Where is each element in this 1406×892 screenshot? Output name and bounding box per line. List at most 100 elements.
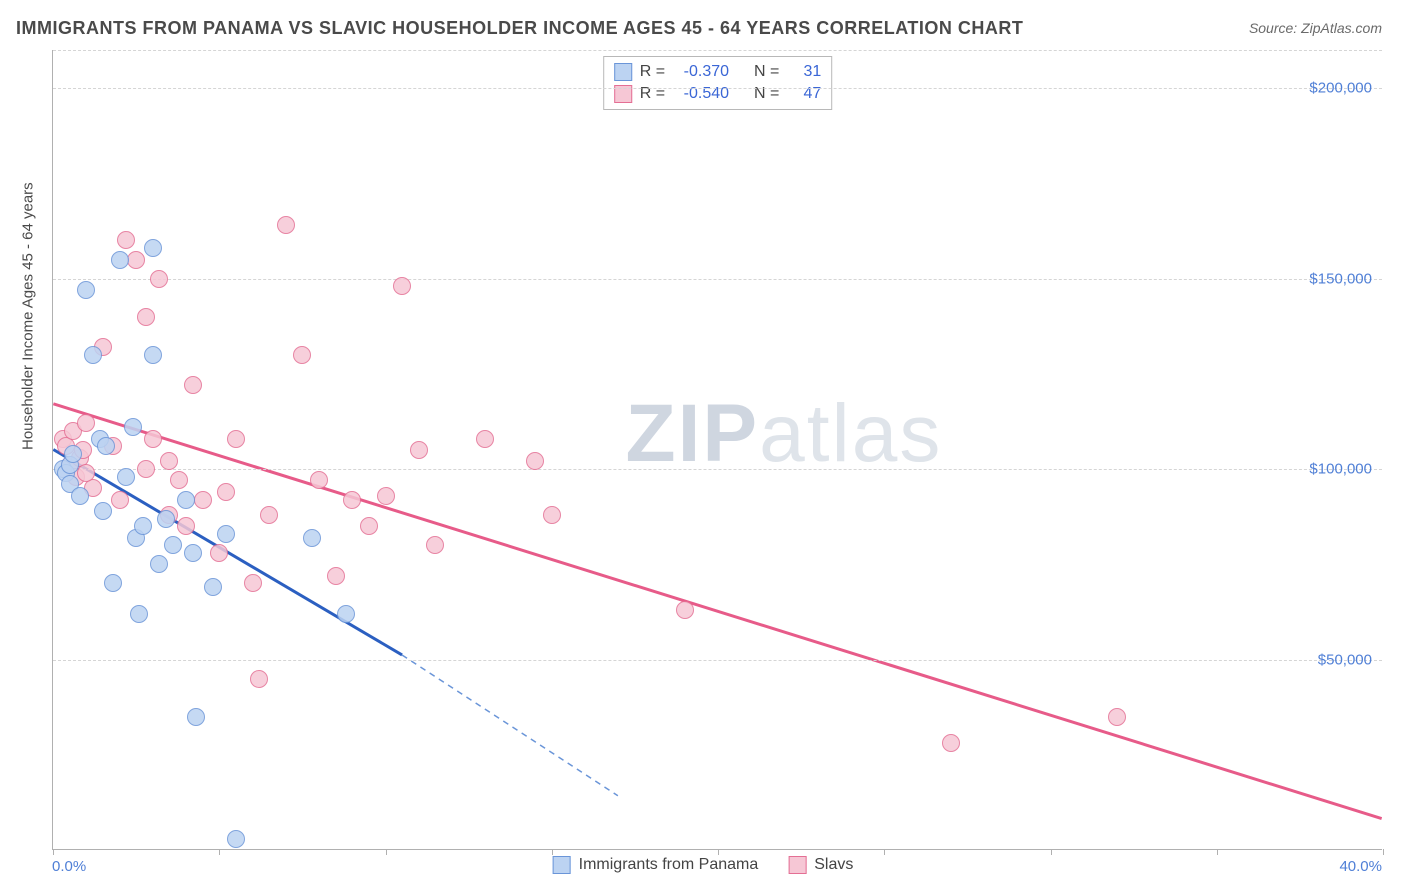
legend-swatch-panama: [553, 856, 571, 874]
correlation-stats-legend: R = -0.370 N = 31R = -0.540 N = 47: [603, 56, 833, 110]
data-point-slavs: [77, 464, 95, 482]
data-point-panama: [130, 605, 148, 623]
data-point-slavs: [942, 734, 960, 752]
r-label: R =: [640, 83, 665, 105]
data-point-slavs: [111, 491, 129, 509]
legend-swatch-slavs: [788, 856, 806, 874]
data-point-slavs: [327, 567, 345, 585]
n-value-panama: 31: [787, 61, 821, 83]
x-tick: [219, 849, 220, 855]
n-value-slavs: 47: [787, 83, 821, 105]
legend-item-slavs: Slavs: [788, 856, 853, 874]
y-axis-label: Householder Income Ages 45 - 64 years: [20, 182, 37, 450]
data-point-slavs: [210, 544, 228, 562]
data-point-panama: [157, 510, 175, 528]
data-point-slavs: [250, 670, 268, 688]
data-point-slavs: [310, 471, 328, 489]
data-point-panama: [97, 437, 115, 455]
data-point-slavs: [184, 376, 202, 394]
x-axis-max-label: 40.0%: [1339, 858, 1382, 875]
data-point-slavs: [360, 517, 378, 535]
data-point-slavs: [144, 430, 162, 448]
scatter-plot-area: ZIPatlas R =-0.370 N =31R =-0.540 N =47 …: [52, 50, 1382, 850]
data-point-slavs: [410, 441, 428, 459]
data-point-panama: [184, 544, 202, 562]
data-point-panama: [204, 578, 222, 596]
data-point-slavs: [137, 308, 155, 326]
data-point-panama: [134, 517, 152, 535]
gridline-h: [53, 279, 1382, 280]
r-label: R =: [640, 61, 665, 83]
data-point-panama: [164, 536, 182, 554]
data-point-slavs: [117, 231, 135, 249]
trend-lines: [53, 50, 1382, 849]
data-point-slavs: [150, 270, 168, 288]
y-tick-label: $50,000: [1318, 651, 1372, 668]
data-point-panama: [144, 346, 162, 364]
watermark: ZIPatlas: [626, 387, 943, 481]
data-point-panama: [124, 418, 142, 436]
data-point-slavs: [137, 460, 155, 478]
data-point-slavs: [343, 491, 361, 509]
x-tick: [1383, 849, 1384, 855]
x-tick: [53, 849, 54, 855]
gridline-h: [53, 660, 1382, 661]
data-point-slavs: [160, 452, 178, 470]
data-point-slavs: [194, 491, 212, 509]
data-point-slavs: [426, 536, 444, 554]
chart-title: IMMIGRANTS FROM PANAMA VS SLAVIC HOUSEHO…: [16, 18, 1023, 39]
source-label: Source:: [1249, 20, 1297, 36]
data-point-slavs: [127, 251, 145, 269]
data-point-panama: [111, 251, 129, 269]
data-point-panama: [77, 281, 95, 299]
legend-swatch-panama: [614, 63, 632, 81]
data-point-panama: [303, 529, 321, 547]
r-value-panama: -0.370: [673, 61, 729, 83]
data-point-panama: [177, 491, 195, 509]
data-point-panama: [337, 605, 355, 623]
source-attribution: Source: ZipAtlas.com: [1249, 20, 1382, 36]
data-point-slavs: [170, 471, 188, 489]
data-point-panama: [217, 525, 235, 543]
data-point-slavs: [676, 601, 694, 619]
legend-label-slavs: Slavs: [814, 856, 853, 874]
r-value-slavs: -0.540: [673, 83, 729, 105]
data-point-slavs: [377, 487, 395, 505]
x-tick: [884, 849, 885, 855]
y-tick-label: $150,000: [1309, 270, 1372, 287]
gridline-h: [53, 469, 1382, 470]
data-point-panama: [64, 445, 82, 463]
watermark-light: atlas: [759, 388, 942, 479]
data-point-slavs: [393, 277, 411, 295]
source-name: ZipAtlas.com: [1301, 20, 1382, 36]
data-point-slavs: [77, 414, 95, 432]
gridline-h: [53, 88, 1382, 89]
data-point-panama: [227, 830, 245, 848]
stats-row-slavs: R = -0.540 N = 47: [614, 83, 822, 105]
data-point-panama: [94, 502, 112, 520]
x-tick: [552, 849, 553, 855]
data-point-slavs: [526, 452, 544, 470]
x-axis-min-label: 0.0%: [52, 858, 86, 875]
data-point-slavs: [1108, 708, 1126, 726]
data-point-slavs: [543, 506, 561, 524]
data-point-panama: [144, 239, 162, 257]
stats-row-panama: R =-0.370 N =31: [614, 61, 822, 83]
data-point-panama: [150, 555, 168, 573]
data-point-slavs: [260, 506, 278, 524]
data-point-slavs: [227, 430, 245, 448]
legend-label-panama: Immigrants from Panama: [579, 856, 759, 874]
n-label: N =: [754, 83, 779, 105]
series-legend: Immigrants from Panama Slavs: [553, 856, 854, 874]
y-tick-label: $100,000: [1309, 461, 1372, 478]
data-point-slavs: [277, 216, 295, 234]
data-point-panama: [104, 574, 122, 592]
data-point-panama: [84, 346, 102, 364]
x-tick: [1217, 849, 1218, 855]
data-point-panama: [71, 487, 89, 505]
data-point-slavs: [244, 574, 262, 592]
x-tick: [718, 849, 719, 855]
data-point-slavs: [293, 346, 311, 364]
data-point-panama: [187, 708, 205, 726]
y-tick-label: $200,000: [1309, 80, 1372, 97]
